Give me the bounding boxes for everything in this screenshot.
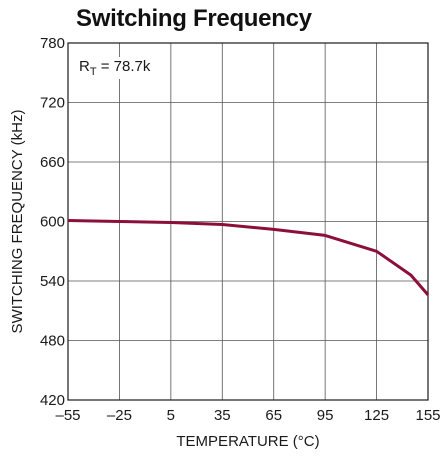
frequency-series-line xyxy=(67,219,430,296)
annotation-background xyxy=(76,57,154,79)
x-tick-label: 35 xyxy=(214,407,231,424)
x-tick-label: –25 xyxy=(107,407,132,424)
y-tick-label: 720 xyxy=(40,95,65,112)
x-tick-label: 95 xyxy=(317,407,334,424)
rt-subscript: T xyxy=(90,66,97,78)
y-axis-label: SWITCHING FREQUENCY (kHz) xyxy=(9,110,26,334)
rt-annotation: RT = 78.7k xyxy=(79,58,151,78)
x-tick-labels: –55 –25 5 35 65 95 125 155 xyxy=(55,407,440,424)
y-tick-label: 540 xyxy=(40,273,65,290)
x-tick-label: 125 xyxy=(364,407,389,424)
x-tick-label: 155 xyxy=(415,407,440,424)
y-tick-label: 420 xyxy=(40,392,65,409)
y-tick-label: 600 xyxy=(40,214,65,231)
y-tick-labels: 420 480 540 600 660 720 780 xyxy=(40,35,65,409)
y-tick-label: 480 xyxy=(40,333,65,350)
y-tick-label: 660 xyxy=(40,154,65,171)
x-tick-label: 65 xyxy=(265,407,282,424)
series-layer xyxy=(67,219,430,296)
x-tick-label: 5 xyxy=(167,407,175,424)
x-tick-label: –55 xyxy=(55,407,80,424)
rt-symbol: R xyxy=(79,58,90,75)
rt-value: = 78.7k xyxy=(97,58,151,75)
x-axis-label: TEMPERATURE (°C) xyxy=(176,433,319,450)
y-tick-label: 780 xyxy=(40,35,65,52)
chart-title: Switching Frequency xyxy=(76,5,312,32)
